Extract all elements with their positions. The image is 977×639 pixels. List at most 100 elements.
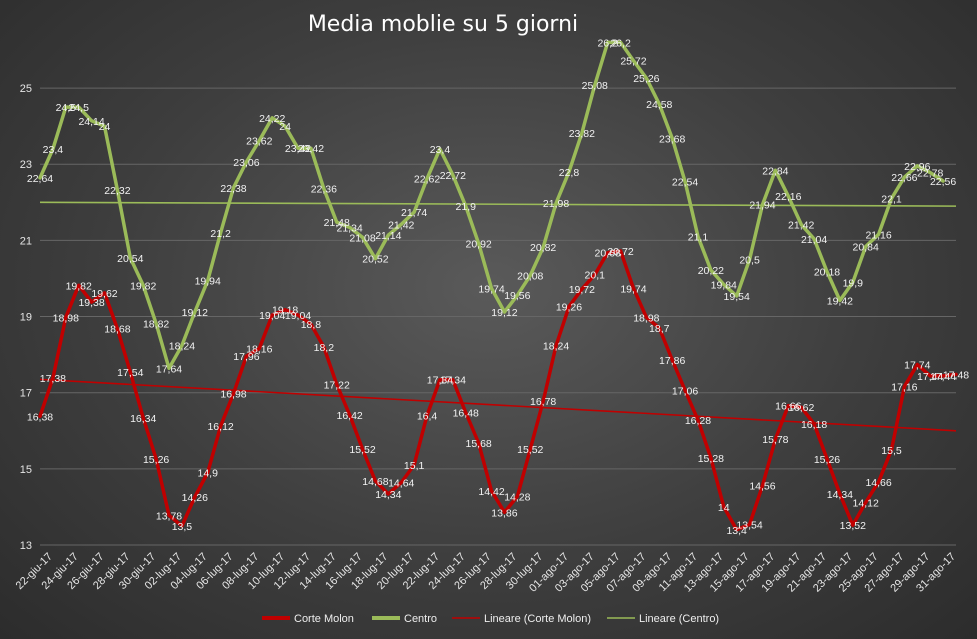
data-label: 20,52 bbox=[362, 254, 388, 266]
y-tick-label: 25 bbox=[20, 83, 32, 95]
data-label: 14,42 bbox=[478, 486, 504, 498]
data-label: 19,84 bbox=[711, 280, 737, 292]
data-label: 16,12 bbox=[207, 421, 233, 433]
data-label: 16,38 bbox=[27, 411, 53, 423]
y-tick-label: 19 bbox=[20, 312, 32, 324]
data-label: 23,4 bbox=[43, 144, 64, 156]
data-label: 22,32 bbox=[104, 185, 130, 197]
data-label: 23,06 bbox=[233, 157, 259, 169]
data-label: 16,62 bbox=[788, 402, 814, 414]
data-label: 17,34 bbox=[440, 375, 466, 387]
data-label: 24,58 bbox=[646, 99, 672, 111]
data-label: 19,72 bbox=[569, 284, 595, 296]
legend: Corte Molon Centro Lineare (Corte Molon) Li… bbox=[262, 613, 719, 625]
data-label: 25,26 bbox=[633, 73, 659, 85]
data-label: 15,26 bbox=[143, 454, 169, 466]
data-label: 13,4 bbox=[726, 525, 747, 537]
trendlines bbox=[39, 201, 957, 432]
data-label: 22,38 bbox=[220, 183, 246, 195]
data-label: 15,52 bbox=[517, 444, 543, 456]
data-label: 22,56 bbox=[930, 176, 956, 188]
data-label: 19,82 bbox=[130, 280, 156, 292]
data-label: 25,08 bbox=[582, 80, 608, 92]
chart-title: Media moblie su 5 giorni bbox=[308, 12, 578, 37]
data-label: 19,9 bbox=[843, 277, 864, 289]
data-label: 19,12 bbox=[491, 307, 517, 319]
data-label: 17,06 bbox=[672, 385, 698, 397]
data-label: 24 bbox=[99, 121, 111, 133]
data-label: 18,68 bbox=[104, 324, 130, 336]
data-label: 15,5 bbox=[881, 445, 902, 457]
data-label: 22,64 bbox=[27, 173, 53, 185]
data-label: 22,8 bbox=[559, 167, 580, 179]
data-label: 17,64 bbox=[156, 363, 182, 375]
data-label: 19,56 bbox=[504, 290, 530, 302]
series-lines bbox=[38, 40, 958, 532]
data-label: 19,18 bbox=[272, 305, 298, 317]
data-label: 18,7 bbox=[649, 323, 670, 335]
data-label: 24,22 bbox=[259, 113, 285, 125]
data-label: 19,74 bbox=[478, 283, 504, 295]
data-label: 15,68 bbox=[466, 438, 492, 450]
data-label: 18,2 bbox=[314, 342, 335, 354]
data-label: 22,96 bbox=[904, 161, 930, 173]
data-label: 18,16 bbox=[246, 344, 272, 356]
data-label: 21,14 bbox=[375, 230, 401, 242]
data-label: 19,12 bbox=[182, 307, 208, 319]
data-label: 16,18 bbox=[801, 419, 827, 431]
data-label: 24 bbox=[279, 121, 291, 133]
data-label: 20,92 bbox=[466, 238, 492, 250]
data-label: 18,24 bbox=[169, 340, 195, 352]
data-label: 24,5 bbox=[68, 102, 89, 114]
data-label: 17,16 bbox=[891, 382, 917, 394]
data-label: 20,5 bbox=[739, 254, 760, 266]
data-label: 21,2 bbox=[210, 228, 231, 240]
data-label: 19,94 bbox=[195, 276, 221, 288]
data-label: 16,28 bbox=[685, 415, 711, 427]
data-label: 21,04 bbox=[801, 234, 827, 246]
data-label: 19,04 bbox=[259, 310, 285, 322]
y-tick-label: 21 bbox=[20, 235, 32, 247]
data-label: 14 bbox=[718, 502, 730, 514]
data-label: 21,16 bbox=[865, 229, 891, 241]
data-label: 19,54 bbox=[724, 291, 750, 303]
data-label: 22,36 bbox=[311, 184, 337, 196]
data-label: 21,9 bbox=[456, 201, 477, 213]
data-label: 17,44 bbox=[930, 371, 956, 383]
data-label: 17,86 bbox=[659, 355, 685, 367]
data-label: 22,1 bbox=[881, 194, 902, 206]
data-label: 20,72 bbox=[607, 246, 633, 258]
data-label: 14,34 bbox=[827, 489, 853, 501]
data-label: 16,34 bbox=[130, 413, 156, 425]
data-label: 23,68 bbox=[659, 133, 685, 145]
data-label: 18,8 bbox=[301, 319, 322, 331]
data-label: 22,54 bbox=[672, 177, 698, 189]
data-label: 23,4 bbox=[430, 144, 451, 156]
trendline-1 bbox=[39, 201, 957, 207]
data-label: 18,98 bbox=[633, 312, 659, 324]
data-label: 17,74 bbox=[904, 360, 930, 372]
data-label: 22,84 bbox=[762, 165, 788, 177]
series-line-1 bbox=[38, 40, 945, 371]
data-label: 14,68 bbox=[362, 476, 388, 488]
data-label: 22,66 bbox=[891, 172, 917, 184]
data-label: 24,14 bbox=[78, 116, 104, 128]
data-label: 18,24 bbox=[543, 340, 569, 352]
series-line-0 bbox=[38, 249, 958, 532]
y-axis: 13 15 17 19 21 23 25 bbox=[20, 83, 32, 552]
data-label: 18,98 bbox=[53, 312, 79, 324]
y-tick-label: 17 bbox=[20, 388, 32, 400]
data-label: 23,42 bbox=[298, 143, 324, 155]
data-label: 17,96 bbox=[233, 351, 259, 363]
data-label: 16,4 bbox=[417, 411, 438, 423]
data-label: 19,74 bbox=[620, 283, 646, 295]
data-label: 21,74 bbox=[401, 207, 427, 219]
data-label: 19,42 bbox=[827, 296, 853, 308]
data-label: 20,68 bbox=[595, 248, 621, 260]
data-label: 22,78 bbox=[917, 168, 943, 180]
data-label: 13,54 bbox=[736, 519, 762, 531]
data-label: 16,48 bbox=[453, 407, 479, 419]
data-label: 25,72 bbox=[620, 56, 646, 68]
data-label: 14,64 bbox=[388, 478, 414, 490]
